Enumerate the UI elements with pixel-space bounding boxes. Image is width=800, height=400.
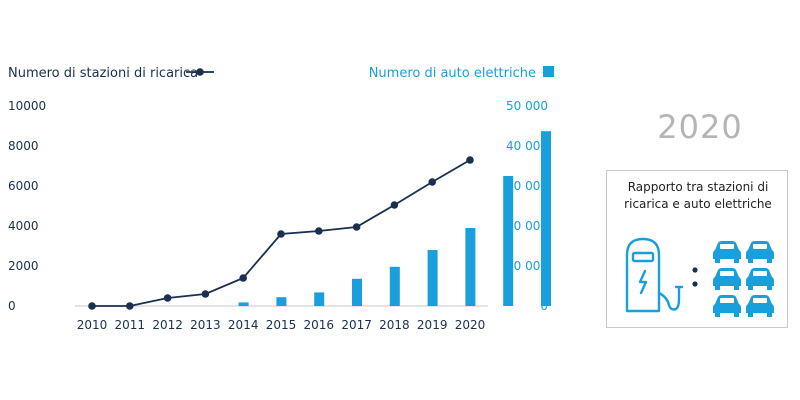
bar-2019 <box>503 176 514 306</box>
left-tick-label: 10000 <box>8 99 46 113</box>
x-tick-label: 2018 <box>379 318 410 332</box>
ev-charging-station-icon <box>625 237 684 313</box>
x-tick-label: 2020 <box>455 318 486 332</box>
ratio-title: Rapporto tra stazioni di ricarica e auto… <box>607 179 789 213</box>
x-tick-label: 2017 <box>341 318 372 332</box>
bar-series <box>238 131 551 306</box>
bar-2013 <box>276 297 287 306</box>
left-tick-label: 0 <box>8 299 16 313</box>
ratio-graphic <box>625 237 774 317</box>
point-2010 <box>88 302 96 310</box>
car-icon <box>713 295 741 317</box>
left-tick-label: 4000 <box>8 219 39 233</box>
ratio-box: Rapporto tra stazioni di ricarica e auto… <box>606 170 788 328</box>
point-2011 <box>126 302 134 310</box>
year-label: 2020 <box>657 108 743 146</box>
car-icon <box>713 268 741 290</box>
right-tick-label: 10 000 <box>506 259 548 273</box>
x-tick-label: 2013 <box>190 318 221 332</box>
x-tick-label: 2019 <box>417 318 448 332</box>
point-2018 <box>390 201 399 209</box>
right-tick-label: 30 000 <box>506 179 548 193</box>
car-icon <box>746 241 774 263</box>
x-tick-label: 2012 <box>152 318 183 332</box>
point-2017 <box>352 223 361 231</box>
bar-2014 <box>314 292 325 306</box>
x-tick-label: 2016 <box>304 318 335 332</box>
ratio-title-line2: ricarica e auto elettriche <box>624 197 772 211</box>
right-tick-label: 20 000 <box>506 219 548 233</box>
right-tick-label: 40 000 <box>506 139 548 153</box>
legend-stations-marker <box>196 68 204 76</box>
line-series <box>88 156 474 310</box>
left-tick-label: 2000 <box>8 259 39 273</box>
legend-cars-label: Numero di auto elettriche <box>369 66 536 81</box>
bar-2016 <box>389 266 400 306</box>
ratio-title-line1: Rapporto tra stazioni di <box>627 180 769 194</box>
ratio-colon <box>692 267 698 287</box>
left-tick-label: 6000 <box>8 179 39 193</box>
legend-stations-label: Numero di stazioni di ricarica <box>8 66 198 81</box>
right-tick-label: 50 000 <box>506 99 548 113</box>
point-2013 <box>201 290 210 298</box>
cars-grid <box>713 241 774 317</box>
point-2012 <box>163 294 172 302</box>
bar-2017 <box>427 250 438 306</box>
x-tick-label: 2015 <box>266 318 297 332</box>
point-2019 <box>428 178 437 186</box>
legend-stations: Numero di stazioni di ricarica <box>8 66 214 81</box>
x-tick-label: 2010 <box>77 318 108 332</box>
x-axis: 2010 2011 2012 2013 2014 2015 2016 2017 2018 2019… <box>77 318 486 332</box>
x-tick-label: 2011 <box>115 318 146 332</box>
legend-cars: Numero di auto elettriche <box>369 66 554 81</box>
bar-2012 <box>238 302 249 306</box>
car-icon <box>746 295 774 317</box>
point-2014 <box>239 274 247 282</box>
bar-2018 <box>465 228 476 306</box>
bar-2015 <box>352 278 362 306</box>
car-icon <box>746 268 774 290</box>
car-icon <box>713 241 741 263</box>
point-2016 <box>315 227 323 235</box>
bar-2020 <box>541 131 551 306</box>
left-tick-label: 8000 <box>8 139 39 153</box>
left-axis: 0 2000 4000 6000 8000 10000 <box>8 99 46 313</box>
legend-cars-swatch <box>543 66 554 77</box>
point-2015 <box>277 230 285 238</box>
point-2020 <box>466 156 474 164</box>
x-tick-label: 2014 <box>228 318 259 332</box>
